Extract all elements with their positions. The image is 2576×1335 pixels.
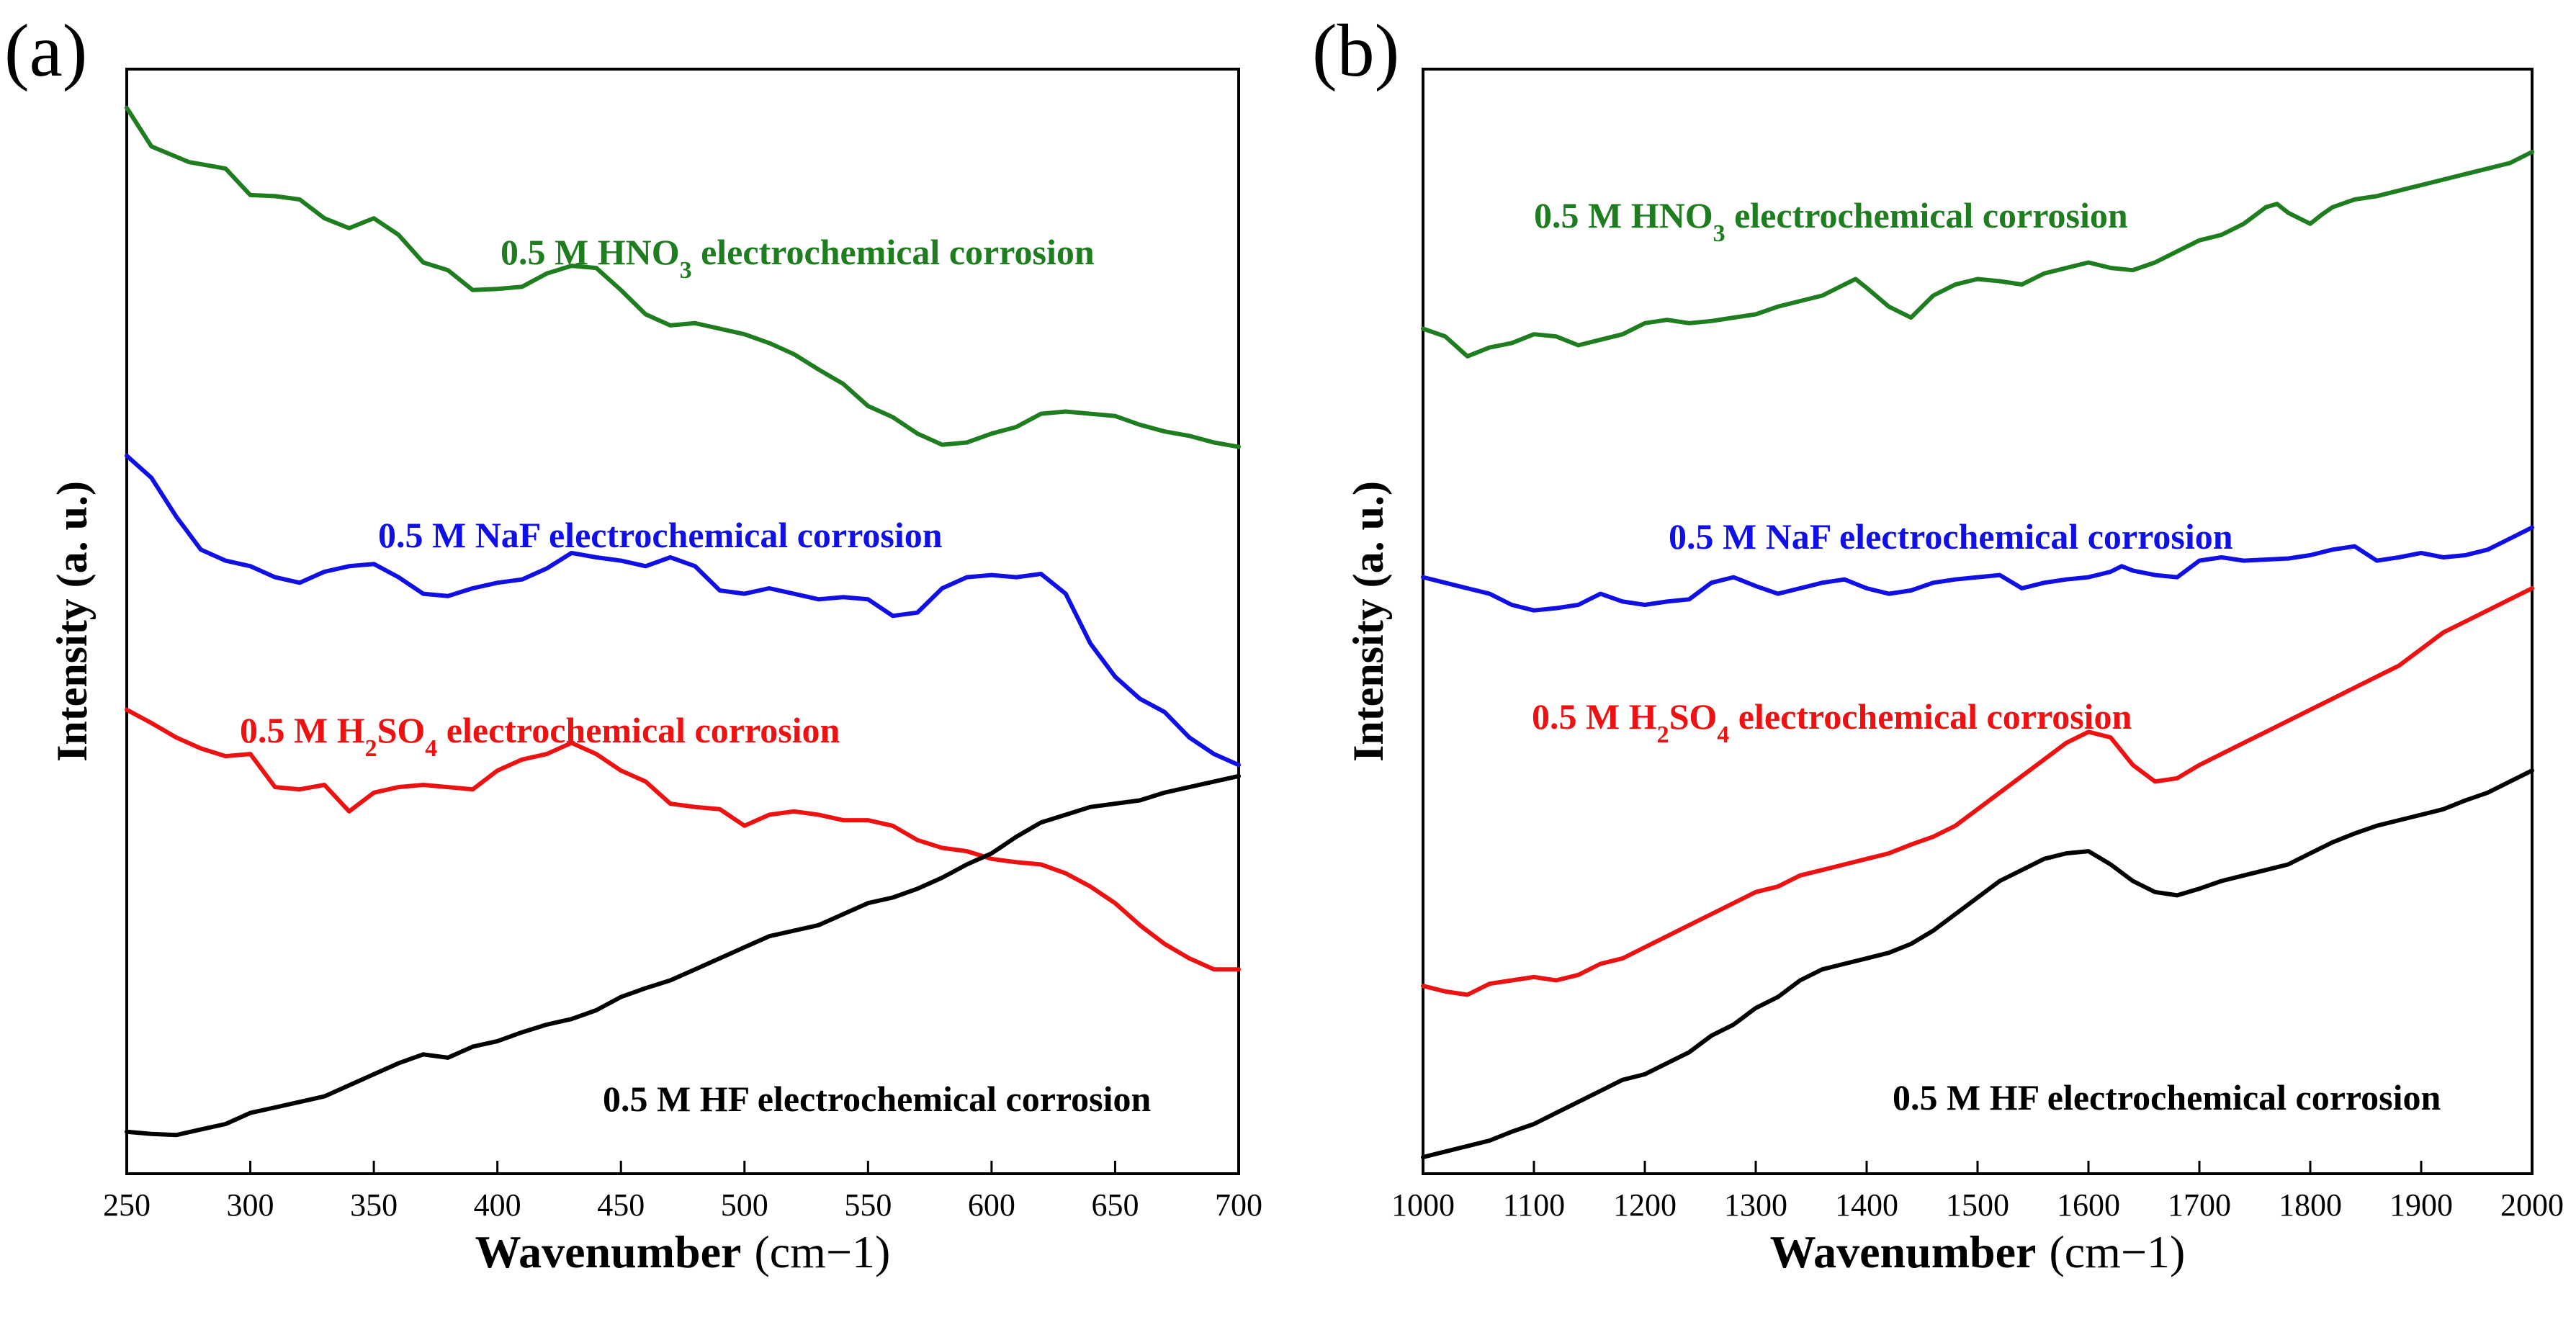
y-axis-title-b: Intensity (a. u.) <box>1345 481 1392 762</box>
x-axis-title-a: Wavenumber (cm−1) <box>475 1226 891 1277</box>
annotation-h2so4-a-part1: 0.5 M H <box>240 710 365 750</box>
x-tick-label-b-1500: 1500 <box>1946 1187 2009 1223</box>
annotation-hno3-a-part2: electrochemical corrosion <box>692 232 1095 272</box>
x-tick-label-b-1000: 1000 <box>1391 1187 1455 1223</box>
series-line-naf-a <box>125 453 1241 768</box>
panel-label-a: (a) <box>4 9 87 92</box>
annotation-h2so4-b-part1: 0.5 M H <box>1532 696 1657 737</box>
annotation-hno3-a-sub3: 3 <box>680 257 692 284</box>
panel-label-b: (b) <box>1312 9 1399 92</box>
x-axis-title-a-main: Wavenumber <box>475 1226 742 1277</box>
annotation-naf-a-text: 0.5 M NaF electrochemical corrosion <box>378 515 943 555</box>
series-line-h2so4-b <box>1421 586 2534 997</box>
annotation-h2so4-b: 0.5 M H2SO4 electrochemical corrosion <box>1532 696 2132 748</box>
x-tick-label-b-1300: 1300 <box>1724 1187 1787 1223</box>
series-lines-a <box>125 105 1241 1138</box>
series-line-hf-a <box>125 773 1241 1138</box>
x-tick-label-a-500: 500 <box>721 1187 768 1223</box>
x-axis-title-b: Wavenumber (cm−1) <box>1770 1226 2186 1277</box>
annotation-h2so4-b-sub2: 2 <box>1657 722 1669 748</box>
x-ticks-a: 250 300 350 400 450 500 550 600 650 700 <box>103 1161 1262 1223</box>
x-tick-label-a-300: 300 <box>227 1187 274 1223</box>
annotation-h2so4-a-sub4: 4 <box>425 735 437 762</box>
annotation-h2so4-a-part3: electrochemical corrosion <box>437 710 840 750</box>
x-tick-label-b-1700: 1700 <box>2168 1187 2231 1223</box>
series-line-hno3-a <box>125 105 1241 449</box>
x-tick-label-a-700: 700 <box>1215 1187 1262 1223</box>
x-tick-label-a-550: 550 <box>844 1187 892 1223</box>
x-tick-label-b-1800: 1800 <box>2279 1187 2342 1223</box>
series-line-hf-b <box>1421 768 2534 1159</box>
annotation-naf-b: 0.5 M NaF electrochemical corrosion <box>1669 516 2233 557</box>
series-line-naf-b <box>1421 525 2534 613</box>
y-axis-title-a: Intensity (a. u.) <box>48 481 96 762</box>
annotation-naf-b-text: 0.5 M NaF electrochemical corrosion <box>1669 516 2233 557</box>
x-tick-label-b-1900: 1900 <box>2389 1187 2453 1223</box>
annotation-hf-b: 0.5 M HF electrochemical corrosion <box>1893 1077 2441 1118</box>
annotation-h2so4-a-sub2: 2 <box>365 735 377 762</box>
x-tick-label-b-1100: 1100 <box>1503 1187 1565 1223</box>
x-tick-label-b-2000: 2000 <box>2500 1187 2564 1223</box>
annotation-h2so4-a-part2: SO <box>377 710 426 750</box>
x-axis-title-b-main: Wavenumber <box>1770 1226 2037 1277</box>
x-axis-title-b-unit: (cm−1) <box>2049 1226 2185 1277</box>
x-tick-label-a-450: 450 <box>597 1187 645 1223</box>
x-ticks-b: 1000 1100 1200 1300 1400 1500 1600 1700 1800 1900… <box>1391 1161 2564 1223</box>
annotation-hf-b-text: 0.5 M HF electrochemical corrosion <box>1893 1077 2441 1118</box>
annotation-hno3-b-part1: 0.5 M HNO <box>1534 195 1713 235</box>
x-axis-title-a-unit: (cm−1) <box>754 1226 890 1277</box>
annotation-hno3-a-part1: 0.5 M HNO <box>501 232 680 272</box>
panel-a: (a) 250 300 350 400 450 500 550 600 650 700 0.5 M… <box>4 9 1262 1277</box>
series-line-h2so4-a <box>125 707 1241 972</box>
plot-frame-a <box>125 68 1240 1175</box>
annotation-hno3-b: 0.5 M HNO3 electrochemical corrosion <box>1534 195 2128 247</box>
annotation-h2so4-b-sub4: 4 <box>1717 722 1729 748</box>
annotation-hno3-b-part2: electrochemical corrosion <box>1725 195 2128 235</box>
annotation-hno3-a: 0.5 M HNO3 electrochemical corrosion <box>501 232 1095 284</box>
x-tick-label-a-400: 400 <box>474 1187 521 1223</box>
annotation-h2so4-b-part3: electrochemical corrosion <box>1729 696 2132 737</box>
annotation-h2so4-b-part2: SO <box>1669 696 1718 737</box>
annotation-hf-a: 0.5 M HF electrochemical corrosion <box>603 1079 1152 1119</box>
annotation-hno3-b-sub3: 3 <box>1713 220 1725 247</box>
x-tick-label-a-650: 650 <box>1091 1187 1139 1223</box>
x-tick-label-b-1600: 1600 <box>2057 1187 2120 1223</box>
series-lines-b <box>1421 150 2534 1159</box>
series-line-hno3-b <box>1421 150 2534 359</box>
annotation-h2so4-a: 0.5 M H2SO4 electrochemical corrosion <box>240 710 840 762</box>
panel-b: (b) 1000 1100 1200 1300 1400 1500 1600 1700 1800… <box>1312 9 2564 1277</box>
annotation-naf-a: 0.5 M NaF electrochemical corrosion <box>378 515 943 555</box>
x-tick-label-a-350: 350 <box>350 1187 398 1223</box>
x-tick-label-b-1200: 1200 <box>1613 1187 1677 1223</box>
annotation-hf-a-text: 0.5 M HF electrochemical corrosion <box>603 1079 1152 1119</box>
x-tick-label-b-1400: 1400 <box>1835 1187 1898 1223</box>
x-tick-label-a-600: 600 <box>968 1187 1015 1223</box>
x-tick-label-a-250: 250 <box>103 1187 151 1223</box>
